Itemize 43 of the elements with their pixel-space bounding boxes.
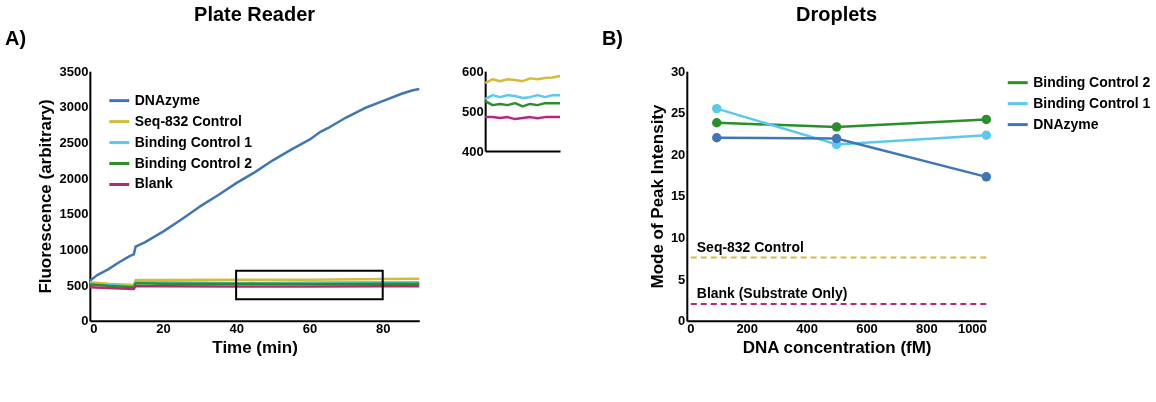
y-tick-label: 500: [462, 103, 484, 119]
text: A): [4, 27, 27, 50]
text: B): [601, 27, 624, 50]
legend-label: Seq-832 Control: [134, 112, 242, 129]
y-tick-label: 25: [670, 105, 686, 121]
y-tick-label: 15: [670, 188, 686, 204]
y-tick-label: 2000: [59, 170, 89, 186]
y-axis-title: Mode of Peak Intensity: [647, 103, 667, 289]
y-tick-label: 500: [66, 277, 89, 293]
y-tick-label: 5: [678, 271, 686, 287]
y-tick-label: 3500: [59, 63, 89, 79]
ref-line-label: Blank (Substrate Only): [696, 285, 848, 302]
x-tick-label: 600: [856, 321, 878, 337]
y-tick-label: 1500: [59, 206, 89, 222]
x-tick-label: 40: [229, 321, 244, 337]
x-tick-label: 60: [302, 321, 318, 337]
x-tick-label: 400: [796, 321, 818, 337]
legend-label: DNAzyme: [134, 91, 201, 108]
legend-label: Binding Control 1: [1033, 94, 1151, 111]
chart-title: Droplets: [796, 3, 878, 26]
x-tick-label: 20: [156, 321, 171, 337]
y-tick-label: 400: [462, 143, 484, 159]
ref-line-label: Seq-832 Control: [696, 238, 804, 255]
y-tick-label: 3000: [59, 99, 89, 115]
y-tick-label: 2500: [59, 134, 89, 150]
y-tick-label: 1000: [59, 241, 89, 257]
y-tick-label: 600: [462, 63, 484, 79]
x-tick-label: 1000: [957, 321, 987, 337]
chart-title: Plate Reader: [194, 3, 316, 26]
x-axis-title: Time (min): [212, 338, 298, 358]
x-axis-title: DNA concentration (fM): [742, 338, 932, 358]
legend-label: Binding Control 1: [134, 133, 253, 150]
legend-label: Binding Control 2: [134, 154, 253, 171]
y-tick-label: 20: [670, 146, 686, 162]
legend-label: Blank: [134, 175, 174, 192]
y-tick-label: 10: [670, 230, 686, 246]
x-tick-label: 800: [916, 321, 938, 337]
x-tick-label: 80: [375, 321, 391, 337]
y-axis-title: Fluorescence (arbitrary): [36, 99, 56, 294]
x-tick-label: 200: [736, 321, 759, 337]
y-tick-label: 30: [670, 63, 686, 79]
legend-label: Binding Control 2: [1033, 73, 1151, 90]
legend-label: DNAzyme: [1033, 115, 1099, 132]
